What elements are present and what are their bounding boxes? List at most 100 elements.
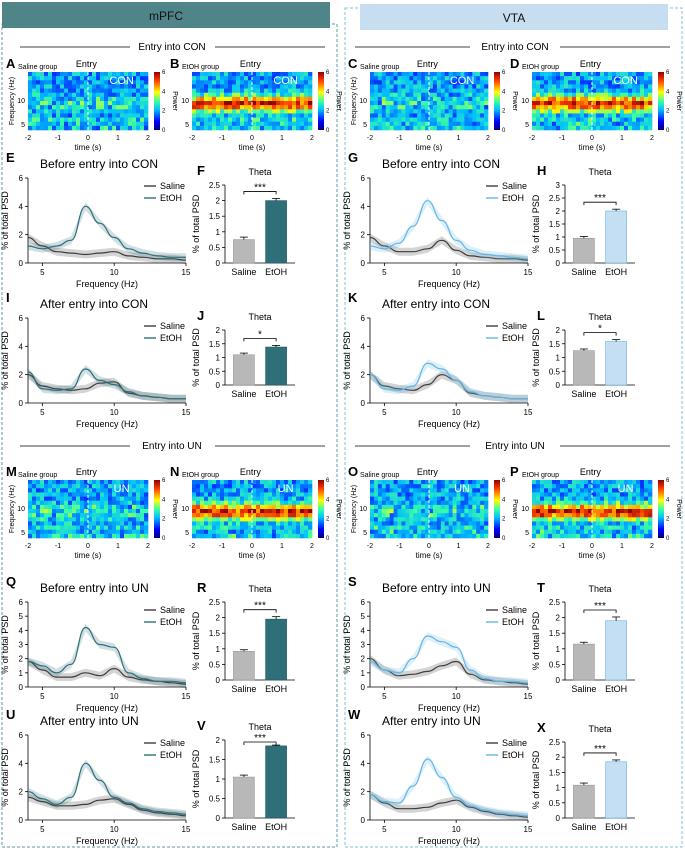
y-tick-label: 1 xyxy=(556,784,561,793)
group-label: EtOH group xyxy=(182,472,219,479)
chart-title: Before entry into UN xyxy=(382,581,491,595)
x-axis-label: time (s) xyxy=(579,143,606,152)
series-band-etoh xyxy=(28,202,186,262)
x-tick-label: 15 xyxy=(524,268,533,277)
colorbar-tick: 2 xyxy=(502,109,506,115)
y-tick-label: 6 xyxy=(361,174,366,183)
y-tick-label: 3 xyxy=(19,641,24,650)
legend-label: Saline xyxy=(160,181,185,191)
x-axis-label: Frequency (Hz) xyxy=(76,419,138,429)
panel-letter: H xyxy=(537,163,546,178)
x-tick-label: 15 xyxy=(524,825,533,834)
significance-stars: *** xyxy=(594,601,606,612)
colorbar-tick: 0 xyxy=(666,128,670,134)
section-title-un-right: Entry into UN xyxy=(355,441,670,452)
x-axis-label: time (s) xyxy=(239,143,266,152)
x-tick-label: 1 xyxy=(116,543,120,550)
heatmap xyxy=(192,72,313,131)
y-tick-label: 2 xyxy=(361,371,366,380)
x-tick-label: -2 xyxy=(25,135,31,142)
colorbar-tick: 2 xyxy=(666,109,670,115)
x-axis-label: time (s) xyxy=(579,551,606,560)
y-tick-label: 0.5 xyxy=(549,246,561,255)
y-tick-label: 2.5 xyxy=(549,194,561,203)
theta-bar-chart-F: F Theta 0 0.5 1 1.5 2 2.5 % of total PSD Saline Et… xyxy=(191,163,295,277)
vta-header xyxy=(360,4,668,30)
section-title-un-left: Entry into UN xyxy=(20,441,325,452)
y-axis-label: % of total PSD xyxy=(191,611,201,670)
x-tick-label: Saline xyxy=(571,267,596,277)
y-tick-label: 1 xyxy=(556,645,561,654)
panel-letter: U xyxy=(6,707,15,722)
x-tick-label: 1 xyxy=(457,135,461,142)
spectrogram-panel-O: O Saline group Entry UN -2 -1 0 1 2 time (s) 5 10Fr… xyxy=(348,464,518,560)
x-tick-label: 10 xyxy=(452,408,461,417)
colorbar-label: Power xyxy=(511,499,518,520)
zone-label: UN xyxy=(618,483,634,495)
y-tick-label: 0 xyxy=(556,381,561,390)
panel-letter: S xyxy=(348,574,357,589)
y-tick-label: 1 xyxy=(216,775,221,784)
y-tick-label: 6 xyxy=(19,314,24,323)
colorbar-tick: 6 xyxy=(326,70,330,76)
series-line-etoh xyxy=(369,200,529,260)
legend-label: Saline xyxy=(160,605,185,615)
colorbar-tick: 0 xyxy=(162,128,166,134)
y-tick-label: 1.5 xyxy=(209,340,221,349)
theta-bar-chart-R: R Theta 0 0.5 1 1.5 2 2.5 % of total PSD Saline Et… xyxy=(191,580,295,694)
y-tick-label: 5 xyxy=(21,122,25,129)
x-tick-label: 15 xyxy=(182,408,191,417)
zone-label: CON xyxy=(273,75,298,87)
chart-title: Before entry into UN xyxy=(40,581,149,595)
colorbar-label: Power xyxy=(171,91,178,112)
y-tick-label: 0 xyxy=(216,814,221,823)
y-tick-label: 3 xyxy=(361,641,366,650)
significance-stars: *** xyxy=(254,733,266,744)
series-band-saline xyxy=(28,793,186,820)
y-tick-label: 5 xyxy=(185,122,189,129)
section-title-con-left: Entry into CON xyxy=(20,42,325,53)
y-tick-label: 2 xyxy=(19,788,24,797)
colorbar-tick: 2 xyxy=(666,517,670,523)
chart-title: Theta xyxy=(588,167,611,177)
x-tick-label: 10 xyxy=(452,825,461,834)
colorbar-tick: 4 xyxy=(162,89,166,95)
y-tick-label: 0 xyxy=(216,259,221,268)
x-tick-label: 0 xyxy=(86,543,90,550)
y-axis-label: % of total PSD xyxy=(0,748,10,807)
y-axis-label: % of total PSD xyxy=(531,611,541,670)
x-tick-label: 0 xyxy=(86,135,90,142)
colorbar-tick: 6 xyxy=(502,70,506,76)
colorbar-tick: 2 xyxy=(162,109,166,115)
y-tick-label: 2 xyxy=(19,231,24,240)
panel-letter: Q xyxy=(6,574,16,589)
legend-label: Saline xyxy=(502,181,527,191)
mpfc-header xyxy=(2,2,330,28)
x-tick-label: 10 xyxy=(110,268,119,277)
significance-bracket xyxy=(243,609,277,613)
chart-title: Theta xyxy=(248,312,271,322)
colorbar-tick: 4 xyxy=(502,497,506,503)
legend-label: EtOH xyxy=(160,750,182,760)
significance-bracket xyxy=(583,332,617,336)
y-tick-label: 1 xyxy=(216,645,221,654)
y-tick-label: 4 xyxy=(19,759,24,768)
zone-label: CON xyxy=(613,75,638,87)
y-tick-label: 0 xyxy=(556,676,561,685)
x-tick-label: 5 xyxy=(382,268,387,277)
panel-letter: K xyxy=(348,290,358,305)
x-tick-label: EtOH xyxy=(265,267,287,277)
colorbar-tick: 4 xyxy=(502,89,506,95)
colorbar-label: Power xyxy=(675,499,682,520)
legend-label: Saline xyxy=(502,738,527,748)
x-tick-label: 15 xyxy=(524,408,533,417)
y-tick-label: 10 xyxy=(521,506,529,513)
series-band-saline xyxy=(370,370,528,403)
x-axis-label: time (s) xyxy=(416,143,443,152)
y-tick-label: 0.5 xyxy=(209,243,221,252)
heatmap xyxy=(28,480,149,539)
y-tick-label: 1.5 xyxy=(209,756,221,765)
x-tick-label: -2 xyxy=(529,543,535,550)
x-tick-label: -2 xyxy=(367,543,373,550)
panel-letter: O xyxy=(348,464,358,479)
